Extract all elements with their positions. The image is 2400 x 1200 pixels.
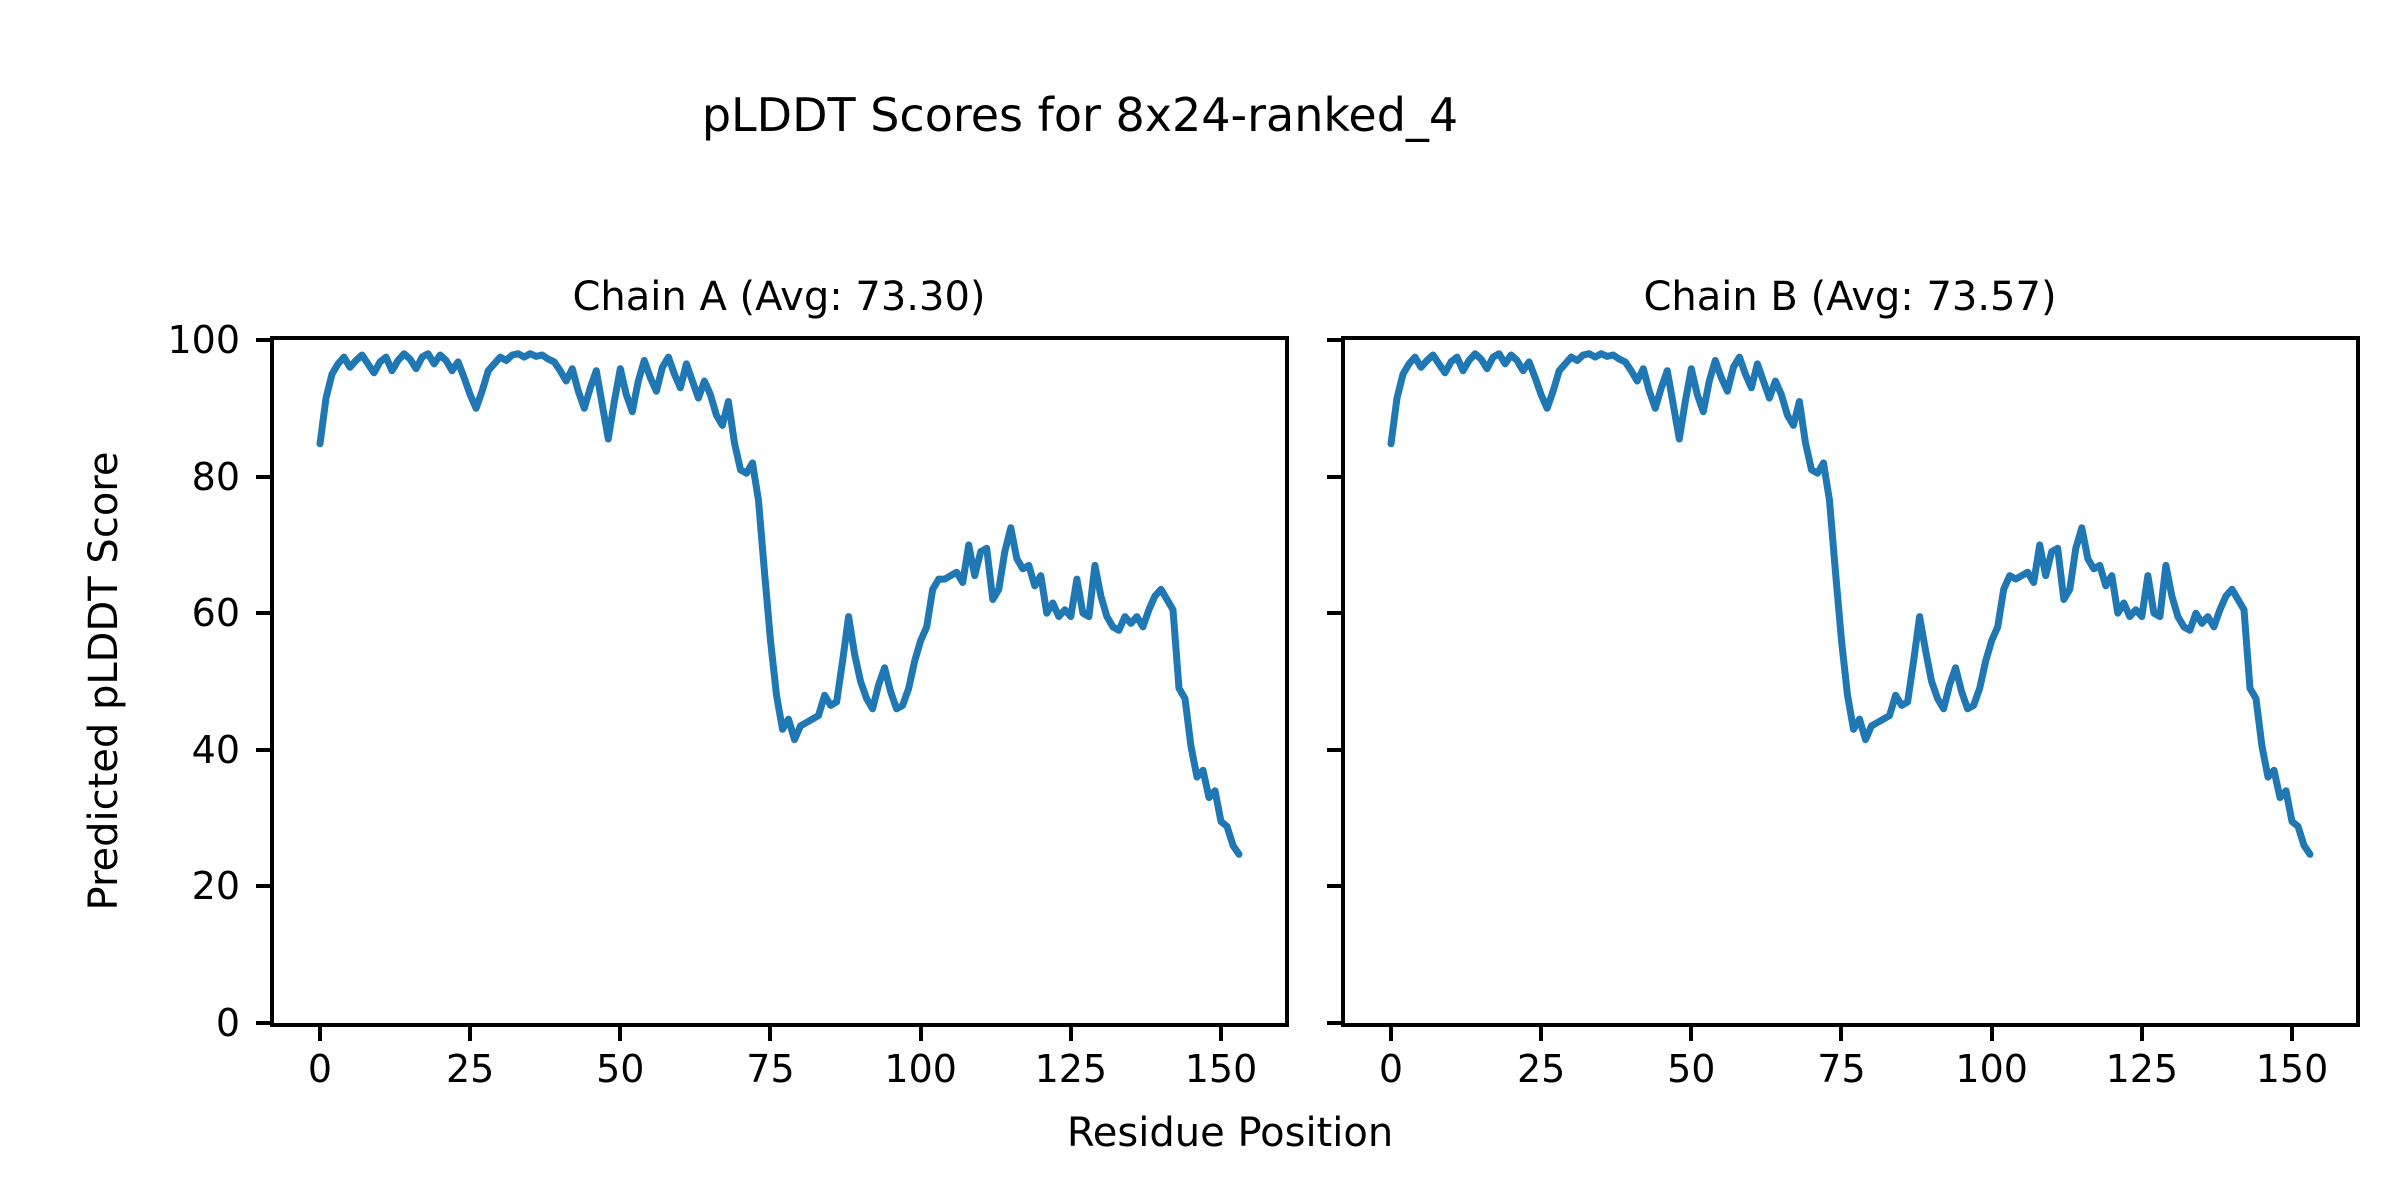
x-tick-label: 50 (596, 1047, 645, 1091)
y-tick-label: 60 (191, 591, 240, 636)
y-axis-label: Predicted pLDDT Score (81, 451, 127, 911)
y-tick (1327, 747, 1341, 752)
x-tick-label: 125 (2105, 1047, 2179, 1091)
y-tick (256, 474, 270, 479)
y-tick (256, 611, 270, 616)
y-tick (1327, 338, 1341, 342)
x-tick (1219, 1027, 1224, 1041)
chain-a-plot-svg (316, 350, 1243, 858)
x-tick-label: 50 (1667, 1047, 1716, 1091)
plddt-line-chain-a (316, 350, 1243, 858)
x-tick (1989, 1027, 1994, 1041)
x-tick-label: 0 (1378, 1047, 1404, 1091)
x-tick (1689, 1027, 1694, 1041)
x-tick (1539, 1027, 1544, 1041)
y-tick (1327, 1021, 1341, 1025)
y-tick (256, 884, 270, 889)
x-tick (1388, 1027, 1393, 1041)
x-tick-label: 100 (884, 1047, 957, 1091)
x-tick (468, 1027, 473, 1041)
x-tick (1839, 1027, 1844, 1041)
y-tick-label: 40 (191, 727, 240, 772)
y-tick-label: 80 (191, 454, 240, 499)
y-tick-label: 0 (215, 1001, 240, 1045)
y-tick-label: 100 (167, 318, 240, 362)
x-tick-label: 150 (1184, 1047, 1258, 1091)
chain-b-plot-svg (1387, 350, 2314, 858)
x-axis-label: Residue Position (1066, 1110, 1394, 1156)
x-tick-label: 25 (1516, 1047, 1566, 1091)
x-tick (618, 1027, 623, 1041)
y-tick (1327, 474, 1341, 479)
x-tick-label: 75 (746, 1047, 795, 1091)
x-tick-label: 100 (1955, 1047, 2028, 1091)
x-tick (1068, 1027, 1073, 1041)
x-tick (2290, 1027, 2295, 1041)
chain-b-axes (1341, 336, 2360, 1027)
x-tick (768, 1027, 773, 1041)
x-tick-label: 125 (1034, 1047, 1108, 1091)
x-tick (317, 1027, 322, 1041)
plddt-line-chain-b (1387, 350, 2314, 858)
subplot-a-title: Chain A (Avg: 73.30) (572, 274, 986, 320)
y-tick (256, 1021, 270, 1025)
y-tick-label: 20 (191, 864, 240, 909)
x-tick-label: 25 (445, 1047, 495, 1091)
x-tick-label: 150 (2255, 1047, 2329, 1091)
y-tick (256, 338, 270, 342)
subplot-b-title: Chain B (Avg: 73.57) (1643, 274, 2057, 320)
x-tick (2139, 1027, 2144, 1041)
x-tick (918, 1027, 923, 1041)
x-tick-label: 0 (307, 1047, 333, 1091)
figure-title: pLDDT Scores for 8x24-ranked_4 (701, 88, 1459, 142)
y-tick (1327, 884, 1341, 889)
y-tick (256, 747, 270, 752)
chain-a-axes (270, 336, 1289, 1027)
y-tick (1327, 611, 1341, 616)
x-tick-label: 75 (1817, 1047, 1866, 1091)
